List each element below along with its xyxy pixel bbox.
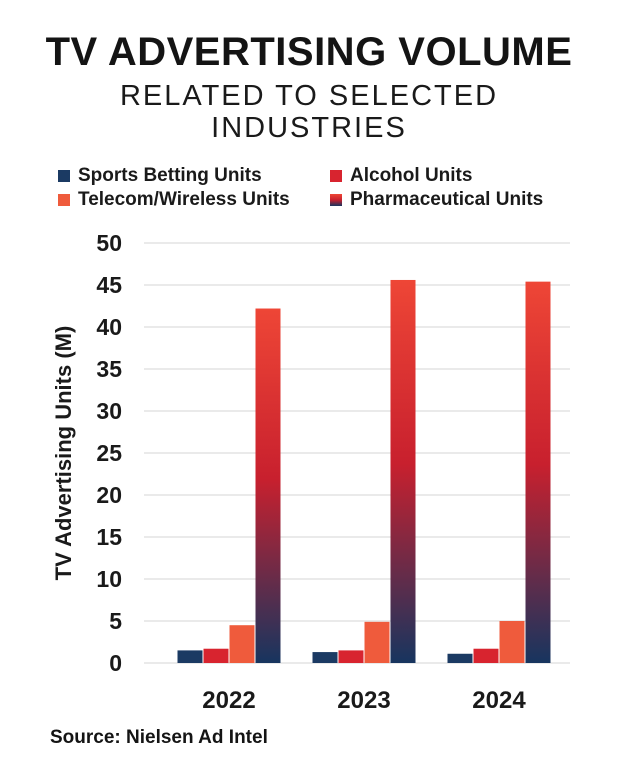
legend-label-alcohol: Alcohol Units: [350, 165, 473, 186]
legend-swatch-pharmaceutical: [330, 194, 342, 206]
bars: [177, 279, 551, 663]
bar-pharmaceutical-2023: [390, 279, 416, 663]
bar-alcohol-2023: [338, 650, 364, 663]
legend-swatch-sports-betting: [58, 170, 70, 182]
y-tick-label-20: 20: [96, 482, 122, 508]
bar-pharmaceutical-2022: [255, 308, 281, 663]
bar-sports-betting-2024: [447, 653, 473, 663]
bar-pharmaceutical-2024: [525, 281, 551, 663]
legend-item-pharmaceutical: Pharmaceutical Units: [330, 188, 543, 212]
y-tick-label-40: 40: [96, 314, 122, 340]
legend-item-telecom: Telecom/Wireless Units: [58, 188, 290, 212]
y-axis-label: TV Advertising Units (M): [51, 326, 76, 581]
y-tick-label-25: 25: [96, 440, 122, 466]
bar-sports-betting-2023: [312, 652, 338, 663]
y-tick-label-10: 10: [96, 566, 122, 592]
legend-swatch-telecom: [58, 194, 70, 206]
legend-item-alcohol: Alcohol Units: [330, 164, 472, 188]
legend-label-pharmaceutical: Pharmaceutical Units: [350, 189, 544, 210]
y-tick-label-5: 5: [109, 608, 122, 634]
bar-alcohol-2022: [203, 648, 229, 663]
bar-telecom-2023: [364, 621, 390, 663]
chart-subtitle-line-2: INDUSTRIES: [211, 112, 407, 144]
x-tick-label-2022: 2022: [202, 687, 255, 714]
legend-label-telecom: Telecom/Wireless Units: [78, 189, 290, 210]
bar-telecom-2022: [229, 625, 255, 663]
source-note: Source: Nielsen Ad Intel: [50, 727, 268, 748]
y-tick-label-35: 35: [96, 356, 122, 382]
legend-swatch-alcohol: [330, 170, 342, 182]
grid-lines: [144, 242, 570, 664]
y-tick-label-30: 30: [96, 398, 122, 424]
y-tick-label-45: 45: [96, 272, 122, 298]
bar-sports-betting-2022: [177, 650, 203, 663]
y-tick-label-50: 50: [96, 230, 122, 256]
axis-labels: 0 5 10 15 20 25 30 35 40 45 50 2022 2023 2024: [96, 230, 526, 714]
legend-item-sports-betting: Sports Betting Units: [58, 164, 262, 188]
x-tick-label-2024: 2024: [472, 687, 526, 714]
y-tick-label-0: 0: [109, 650, 122, 676]
x-tick-label-2023: 2023: [337, 687, 390, 714]
chart-title: TV ADVERTISING VOLUME: [45, 30, 573, 74]
bar-telecom-2024: [499, 621, 525, 663]
chart-subtitle-line-1: RELATED TO SELECTED: [119, 80, 499, 112]
y-tick-label-15: 15: [96, 524, 122, 550]
bar-alcohol-2024: [473, 648, 499, 663]
legend-label-sports-betting: Sports Betting Units: [78, 165, 262, 186]
